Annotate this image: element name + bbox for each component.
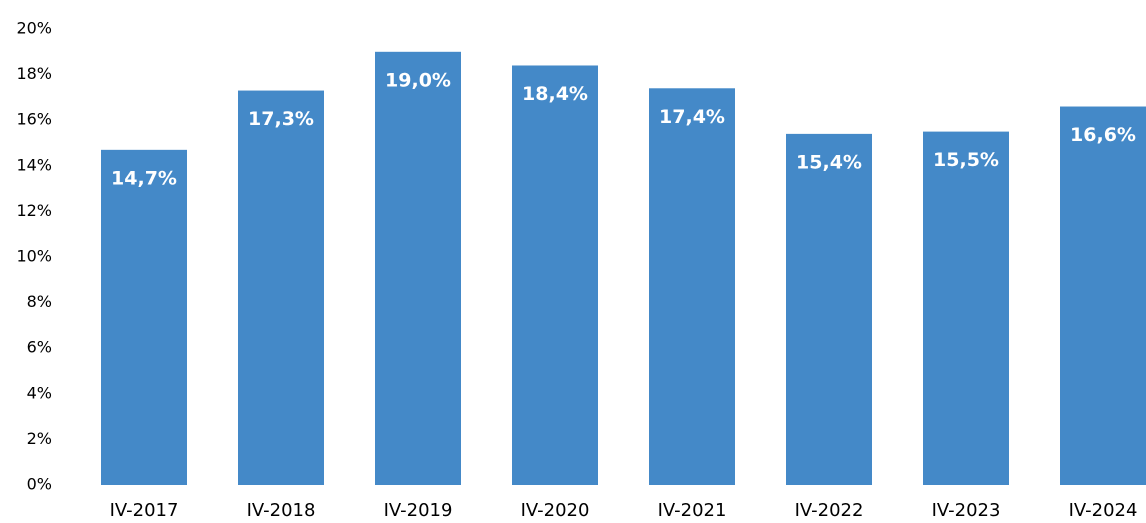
- y-tick-label: 6%: [27, 338, 52, 357]
- value-label: 18,4%: [522, 83, 588, 105]
- value-label: 16,6%: [1070, 124, 1136, 146]
- x-tick-label: IV-2018: [247, 500, 316, 521]
- value-label: 15,4%: [796, 151, 862, 173]
- y-tick-label: 2%: [27, 429, 52, 448]
- value-label: 17,3%: [248, 108, 314, 130]
- y-tick-label: 4%: [27, 383, 52, 402]
- x-tick-label: IV-2020: [521, 500, 590, 521]
- bar: [649, 88, 735, 485]
- bar: [1060, 106, 1146, 486]
- value-label: 17,4%: [659, 106, 725, 128]
- value-label: 15,5%: [933, 149, 999, 171]
- bar: [512, 65, 598, 485]
- x-tick-label: IV-2022: [795, 500, 864, 521]
- y-tick-label: 20%: [16, 19, 52, 38]
- y-tick-label: 16%: [16, 110, 52, 129]
- y-tick-label: 14%: [16, 155, 52, 174]
- x-tick-label: IV-2023: [932, 500, 1001, 521]
- x-tick-label: IV-2021: [658, 500, 727, 521]
- bar: [786, 133, 872, 485]
- x-tick-label: IV-2017: [110, 500, 179, 521]
- y-tick-label: 0%: [27, 475, 52, 494]
- bar: [923, 131, 1009, 485]
- x-tick-label: IV-2024: [1069, 500, 1138, 521]
- x-tick-label: IV-2019: [384, 500, 453, 521]
- bar: [101, 149, 187, 485]
- y-tick-label: 10%: [16, 247, 52, 266]
- y-tick-label: 12%: [16, 201, 52, 220]
- value-label: 14,7%: [111, 167, 177, 189]
- y-tick-label: 18%: [16, 64, 52, 83]
- value-label: 19,0%: [385, 69, 451, 91]
- bar: [238, 90, 324, 485]
- y-tick-label: 8%: [27, 292, 52, 311]
- bar: [375, 51, 461, 486]
